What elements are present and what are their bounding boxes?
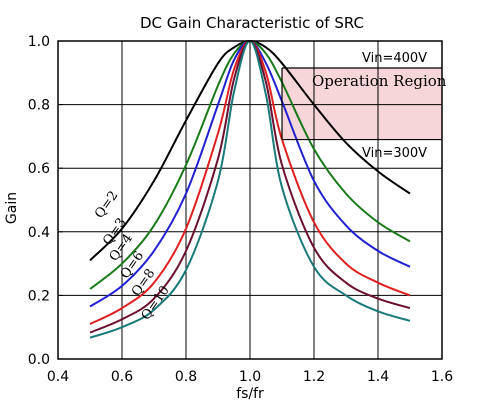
y-tick-label: 1.0 — [28, 34, 50, 50]
y-tick-label: 0.8 — [28, 98, 50, 114]
x-tick-label: 1.0 — [239, 369, 261, 385]
x-axis-label: fs/fr — [236, 386, 264, 402]
x-tick-label: 1.4 — [367, 369, 389, 385]
y-tick-label: 0.2 — [28, 288, 50, 304]
operation-region — [282, 68, 442, 140]
operation-region-label: Operation Region — [312, 72, 447, 90]
axis-ticks: 0.4 0.6 0.8 1.0 1.2 1.4 1.6 0.0 0.2 0.4 0.6 0.8 1.0 — [28, 34, 453, 385]
region-lines — [281, 67, 442, 141]
grid — [58, 41, 442, 359]
chart-title: DC Gain Characteristic of SRC — [140, 14, 364, 32]
q-labels: Q=2Q=3Q=4Q=6Q=8Q=10 — [92, 188, 173, 323]
vin-300-label: Vin=300V — [362, 146, 427, 161]
vin-400-label: Vin=400V — [362, 51, 427, 66]
x-tick-label: 1.2 — [303, 369, 325, 385]
x-tick-label: 0.4 — [47, 369, 69, 385]
x-tick-label: 1.6 — [431, 369, 453, 385]
y-axis-label: Gain — [4, 192, 20, 224]
x-tick-label: 0.8 — [175, 369, 197, 385]
x-tick-label: 0.6 — [111, 369, 133, 385]
y-tick-label: 0.4 — [28, 225, 50, 241]
y-tick-label: 0.0 — [28, 352, 50, 368]
y-tick-label: 0.6 — [28, 161, 50, 177]
